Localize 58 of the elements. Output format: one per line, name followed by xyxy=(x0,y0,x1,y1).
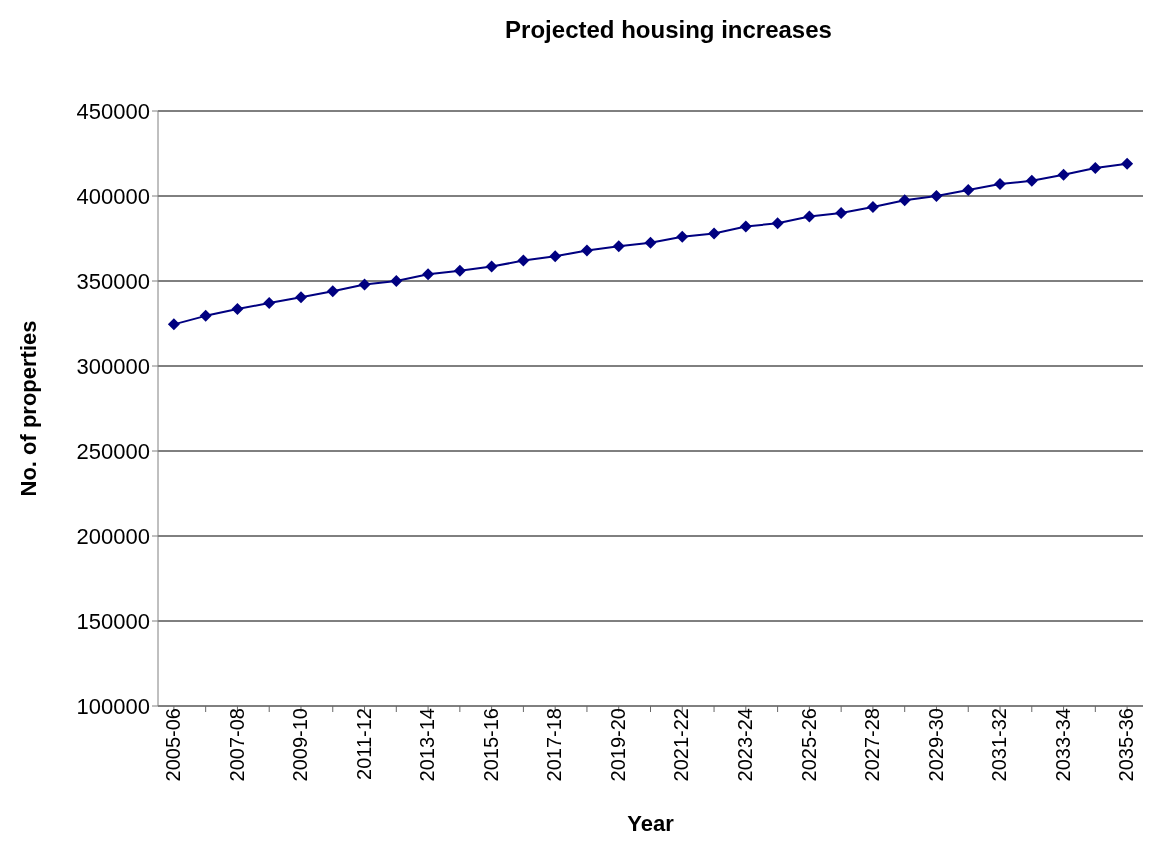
point xyxy=(167,318,180,331)
point xyxy=(1121,157,1134,170)
x-axis-title: Year xyxy=(627,811,675,836)
point xyxy=(485,260,498,273)
x-tick-label: 2017-18 xyxy=(543,708,566,782)
x-tick-label: 2009-10 xyxy=(289,708,312,782)
x-tick-label: 2005-06 xyxy=(162,708,185,782)
x-tick-label: 2011-12 xyxy=(352,708,375,780)
x-tick-label: 2031-32 xyxy=(988,708,1011,782)
point xyxy=(453,264,466,277)
y-tick-label: 350000 xyxy=(76,268,150,294)
x-tick-label: 2007-08 xyxy=(225,708,248,782)
x-tick-label: 2021-22 xyxy=(670,708,693,782)
x-tick-label: 2035-36 xyxy=(1115,708,1138,782)
point xyxy=(1025,174,1038,187)
point xyxy=(803,210,816,223)
point xyxy=(517,254,530,267)
point xyxy=(580,244,593,257)
y-tick-label: 100000 xyxy=(76,693,150,719)
point xyxy=(771,217,784,230)
point xyxy=(1089,161,1102,174)
x-tick-label: 2023-24 xyxy=(734,708,757,782)
point xyxy=(898,194,911,207)
point xyxy=(930,190,943,202)
point xyxy=(199,309,212,322)
y-tick-label: 400000 xyxy=(76,183,150,209)
x-tick-label: 2033-34 xyxy=(1051,708,1074,782)
point xyxy=(422,268,435,281)
x-tick-label: 2027-28 xyxy=(861,708,884,782)
point xyxy=(231,303,244,316)
point xyxy=(263,297,276,310)
x-tick-label: 2013-14 xyxy=(416,708,439,782)
y-tick-label: 150000 xyxy=(76,608,150,634)
point xyxy=(994,178,1007,191)
point xyxy=(739,220,752,233)
point xyxy=(644,236,657,249)
point xyxy=(549,250,562,263)
point xyxy=(1057,168,1070,181)
point xyxy=(390,275,403,287)
y-tick-label: 450000 xyxy=(76,98,150,124)
point xyxy=(835,207,848,219)
point xyxy=(676,230,689,243)
point xyxy=(962,184,975,197)
point xyxy=(326,285,339,298)
point xyxy=(294,291,307,304)
point xyxy=(866,201,879,214)
x-tick-label: 2025-26 xyxy=(797,708,820,782)
y-tick-label: 200000 xyxy=(76,523,150,549)
point xyxy=(358,278,371,291)
chart-title: Projected housing increases xyxy=(504,15,833,45)
x-tick-label: 2029-30 xyxy=(924,708,947,782)
y-tick-label: 250000 xyxy=(76,438,150,464)
y-axis-title: No. of properties xyxy=(15,320,41,497)
y-tick-label: 300000 xyxy=(76,353,150,379)
x-tick-label: 2019-20 xyxy=(606,708,629,782)
x-tick-label: 2015-16 xyxy=(479,708,502,782)
point xyxy=(612,240,625,253)
point xyxy=(708,227,721,240)
